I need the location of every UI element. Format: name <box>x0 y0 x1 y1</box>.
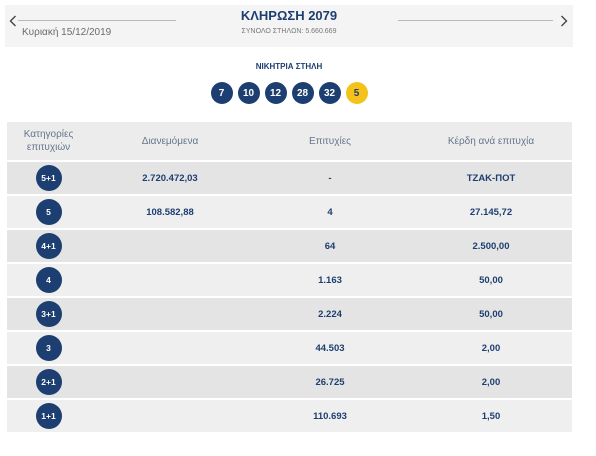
prize-cell: ΤΖΑΚ-ΠΟΤ <box>466 172 516 184</box>
table-header: Κατηγορίες επιτυχιών Διανεμόμενα Επιτυχί… <box>7 122 572 160</box>
winning-number-ball: 12 <box>264 82 287 104</box>
table-row: 3+1 2.224 50,00 <box>7 296 572 330</box>
table-body: 5+1 2.720.472,03 - ΤΖΑΚ-ΠΟΤ 5 108.582,88… <box>7 160 572 432</box>
prize-cell: 2,00 <box>481 376 501 388</box>
category-badge: 4+1 <box>35 233 62 259</box>
winners-cell: 4 <box>327 206 333 218</box>
category-cell: 3 <box>7 335 90 361</box>
winning-number-ball: 10 <box>237 82 260 104</box>
winning-number-ball: 7 <box>210 82 233 104</box>
category-badge: 3 <box>35 335 62 361</box>
category-cell: 2+1 <box>7 369 90 395</box>
total-columns: ΣΥΝΟΛΟ ΣΤΗΛΩΝ: 5.660.669 <box>241 28 337 35</box>
winning-numbers: 7 10 12 28 32 5 <box>5 82 573 104</box>
category-cell: 3+1 <box>7 301 90 327</box>
category-badge: 4 <box>35 267 62 293</box>
winners-cell: 110.693 <box>313 410 347 422</box>
category-cell: 4+1 <box>7 233 90 259</box>
draw-date: Κυριακή 15/12/2019 <box>22 27 112 38</box>
table-row: 5 108.582,88 4 27.145,72 <box>7 194 572 228</box>
prize-cell: 50,00 <box>479 274 503 286</box>
table-row: 4+1 64 2.500,00 <box>7 228 572 262</box>
table-row: 5+1 2.720.472,03 - ΤΖΑΚ-ΠΟΤ <box>7 160 572 194</box>
table-row: 4 1.163 50,00 <box>7 262 572 296</box>
winners-cell: - <box>328 172 332 184</box>
category-badge: 1+1 <box>35 403 62 429</box>
winning-number-ball: 28 <box>291 82 314 104</box>
winners-cell: 64 <box>324 240 336 252</box>
prize-cell: 2,00 <box>481 342 501 354</box>
category-cell: 5+1 <box>7 165 90 191</box>
chevron-right-icon[interactable] <box>560 15 568 27</box>
prize-cell: 1,50 <box>481 410 501 422</box>
category-badge: 5 <box>35 199 62 225</box>
results-table: Κατηγορίες επιτυχιών Διανεμόμενα Επιτυχί… <box>7 122 572 432</box>
category-cell: 1+1 <box>7 403 90 429</box>
draw-navigation-bar: Κυριακή 15/12/2019 ΚΛΗΡΩΣΗ 2079 ΣΥΝΟΛΟ Σ… <box>5 5 573 47</box>
winning-column-label: ΝΙΚΗΤΡΙΑ ΣΤΗΛΗ <box>255 62 323 71</box>
table-row: 3 44.503 2,00 <box>7 330 572 364</box>
winning-number-ball: 32 <box>318 82 341 104</box>
distributed-cell: 2.720.472,03 <box>142 172 198 184</box>
nav-divider-right <box>398 20 553 21</box>
winners-cell: 26.725 <box>315 376 345 388</box>
header-winners: Επιτυχίες <box>309 135 351 147</box>
winners-cell: 44.503 <box>315 342 345 354</box>
category-badge: 2+1 <box>35 369 62 395</box>
header-prize-per-winner: Κέρδη ανά επιτυχία <box>447 135 535 147</box>
winners-cell: 2.224 <box>318 308 342 320</box>
distributed-cell: 108.582,88 <box>146 206 194 218</box>
nav-divider-left <box>18 20 176 21</box>
winners-cell: 1.163 <box>318 274 342 286</box>
draw-title: ΚΛΗΡΩΣΗ 2079 <box>240 8 338 23</box>
prize-cell: 50,00 <box>479 308 503 320</box>
category-cell: 5 <box>7 199 90 225</box>
category-badge: 5+1 <box>35 165 62 191</box>
category-cell: 4 <box>7 267 90 293</box>
header-distributed: Διανεμόμενα <box>141 135 199 147</box>
prize-cell: 27.145,72 <box>469 206 513 218</box>
joker-number-ball: 5 <box>345 82 368 104</box>
chevron-left-icon[interactable] <box>9 15 17 27</box>
table-row: 1+1 110.693 1,50 <box>7 398 572 432</box>
table-row: 2+1 26.725 2,00 <box>7 364 572 398</box>
header-category: Κατηγορίες επιτυχιών <box>23 129 74 153</box>
prize-cell: 2.500,00 <box>472 240 510 252</box>
category-badge: 3+1 <box>35 301 62 327</box>
